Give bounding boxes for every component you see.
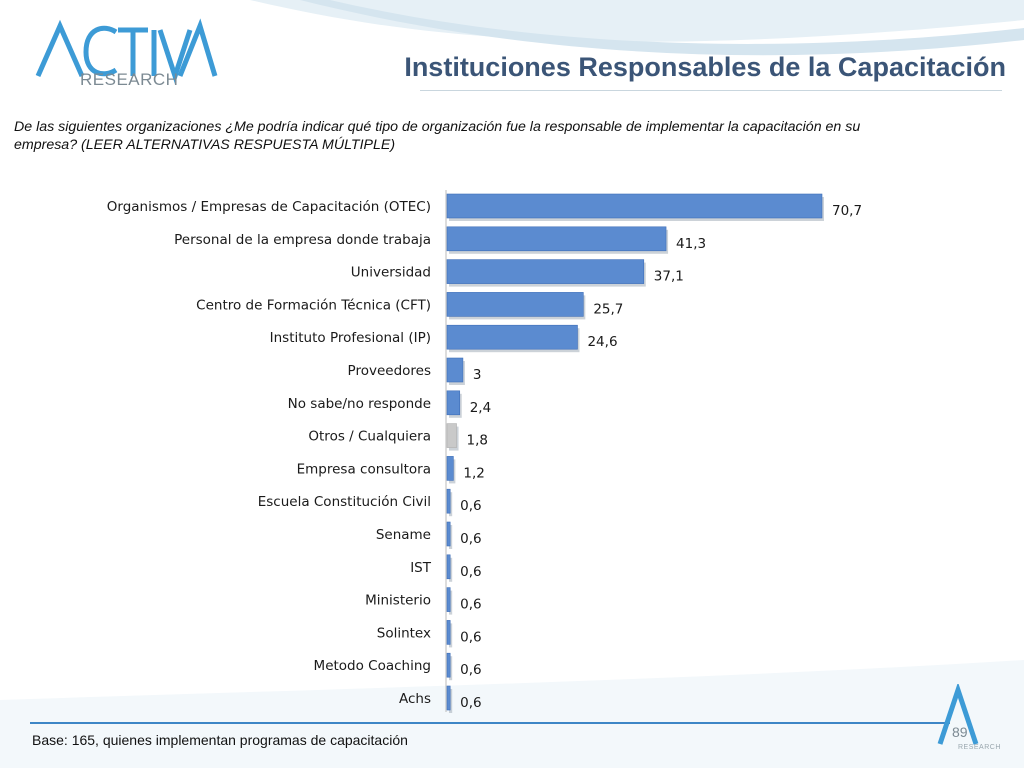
bar bbox=[446, 587, 451, 612]
bar-shadow bbox=[449, 492, 453, 517]
bar-value-label: 3 bbox=[473, 367, 482, 383]
category-label: Metodo Coaching bbox=[314, 658, 431, 674]
bar-value-label: 0,6 bbox=[460, 564, 481, 580]
bar-shadow bbox=[449, 656, 453, 681]
page-number: 89 bbox=[952, 724, 968, 740]
bar-value-label: 0,6 bbox=[460, 629, 481, 645]
bar-shadow bbox=[449, 689, 453, 713]
bar bbox=[446, 324, 578, 350]
category-label: No sabe/no responde bbox=[288, 396, 431, 412]
category-label: Universidad bbox=[351, 265, 431, 281]
bar bbox=[446, 620, 451, 645]
bar bbox=[446, 423, 457, 448]
category-label: Personal de la empresa donde trabaja bbox=[174, 232, 431, 248]
bar bbox=[446, 390, 461, 416]
bar-value-label: 0,6 bbox=[460, 662, 481, 678]
footer-divider bbox=[30, 722, 950, 724]
bar bbox=[446, 226, 667, 252]
bar-shadow bbox=[449, 623, 453, 648]
category-label: Ministerio bbox=[365, 593, 431, 609]
category-label: Empresa consultora bbox=[297, 461, 431, 477]
bar-value-label: 2,4 bbox=[470, 400, 491, 416]
bar bbox=[446, 357, 464, 383]
bar-shadow bbox=[449, 590, 453, 615]
category-label: Sename bbox=[376, 527, 431, 543]
category-label: Otros / Cualquiera bbox=[308, 429, 431, 445]
bar bbox=[446, 456, 454, 481]
survey-question: De las siguientes organizaciones ¿Me pod… bbox=[14, 119, 861, 153]
bar-value-label: 1,2 bbox=[463, 465, 484, 481]
bar bbox=[446, 652, 451, 678]
title-divider bbox=[420, 90, 1002, 91]
bar bbox=[446, 193, 823, 219]
bar-value-label: 1,8 bbox=[467, 433, 488, 449]
bar-chart: Organismos / Empresas de Capacitación (O… bbox=[107, 190, 862, 713]
category-label: Instituto Profesional (IP) bbox=[270, 330, 431, 346]
page-title: Instituciones Responsables de la Capacit… bbox=[404, 52, 1006, 82]
activa-research-logo bbox=[35, 18, 218, 85]
bar bbox=[446, 521, 451, 547]
bar bbox=[446, 685, 451, 711]
bar-value-label: 0,6 bbox=[460, 695, 481, 711]
base-note: Base: 165, quienes implementan programas… bbox=[32, 732, 408, 748]
bar-value-label: 25,7 bbox=[593, 301, 623, 317]
category-label: Achs bbox=[399, 691, 431, 707]
bar-value-label: 70,7 bbox=[832, 203, 862, 219]
bar bbox=[446, 292, 584, 317]
bar-shadow bbox=[449, 525, 453, 549]
logo-text: RESEARCH bbox=[80, 70, 179, 89]
bar-value-label: 0,6 bbox=[460, 498, 481, 514]
bar bbox=[446, 488, 451, 514]
bar-value-label: 0,6 bbox=[460, 531, 481, 547]
footer-logo-mark bbox=[937, 684, 979, 745]
category-label: Centro de Formación Técnica (CFT) bbox=[196, 297, 431, 313]
bar-value-label: 24,6 bbox=[587, 334, 617, 350]
category-label: Solintex bbox=[377, 625, 431, 641]
bar-value-label: 41,3 bbox=[676, 236, 706, 252]
category-label: Organismos / Empresas de Capacitación (O… bbox=[107, 199, 431, 215]
footer-logo-text: RESEARCH bbox=[958, 744, 1001, 751]
category-label: Escuela Constitución Civil bbox=[258, 494, 431, 510]
bar bbox=[446, 259, 645, 284]
category-label: Proveedores bbox=[348, 363, 431, 379]
bar-value-label: 0,6 bbox=[460, 597, 481, 613]
bar-value-label: 37,1 bbox=[654, 269, 684, 285]
category-label: IST bbox=[410, 560, 432, 576]
bar-shadow bbox=[449, 557, 453, 582]
bar bbox=[446, 554, 451, 580]
